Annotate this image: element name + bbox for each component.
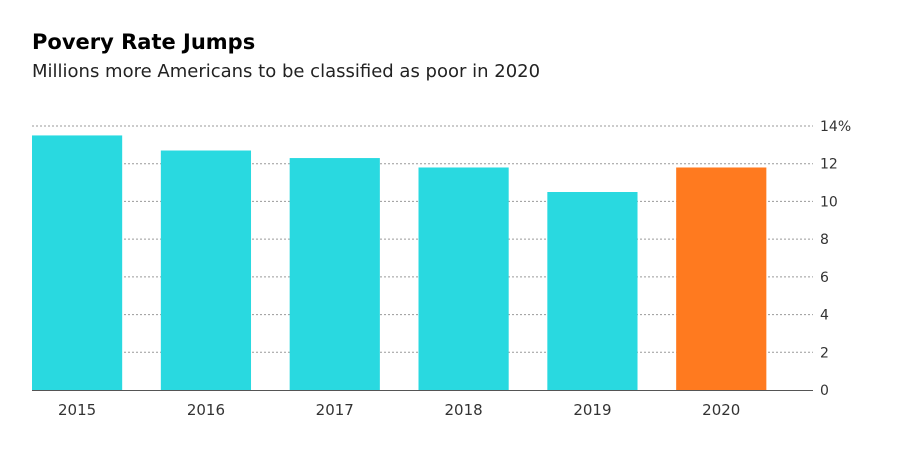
y-tick-label-2: 2 <box>820 345 829 361</box>
x-tick-label-2020: 2020 <box>702 401 740 419</box>
chart-subtitle: Millions more Americans to be classified… <box>32 61 541 82</box>
x-tick-label-2015: 2015 <box>58 401 96 419</box>
x-tick-label-2019: 2019 <box>573 401 611 419</box>
x-tick-label-2016: 2016 <box>187 401 225 419</box>
x-tick-label-2017: 2017 <box>316 401 354 419</box>
axes: 0 2 4 6 8 10 12 14% 2015 2016 2017 2018 2019 2020 <box>32 119 851 419</box>
y-tick-label-12: 12 <box>820 157 838 173</box>
y-tick-label-6: 6 <box>820 270 829 286</box>
x-tick-label-2018: 2018 <box>444 401 482 419</box>
y-tick-label-4: 4 <box>820 308 829 324</box>
bar-2016 <box>160 150 252 390</box>
y-tick-label-10: 10 <box>820 194 838 210</box>
bar-2019 <box>547 192 638 390</box>
bar-2018 <box>418 167 509 390</box>
chart-title: Povery Rate Jumps <box>32 30 256 54</box>
y-tick-label-8: 8 <box>820 232 829 248</box>
bar-2017 <box>289 158 380 390</box>
bar-2015 <box>32 135 123 390</box>
y-tick-label-14: 14% <box>820 119 851 135</box>
bars <box>32 135 767 390</box>
bar-2020 <box>676 167 767 390</box>
y-tick-label-0: 0 <box>820 383 829 399</box>
